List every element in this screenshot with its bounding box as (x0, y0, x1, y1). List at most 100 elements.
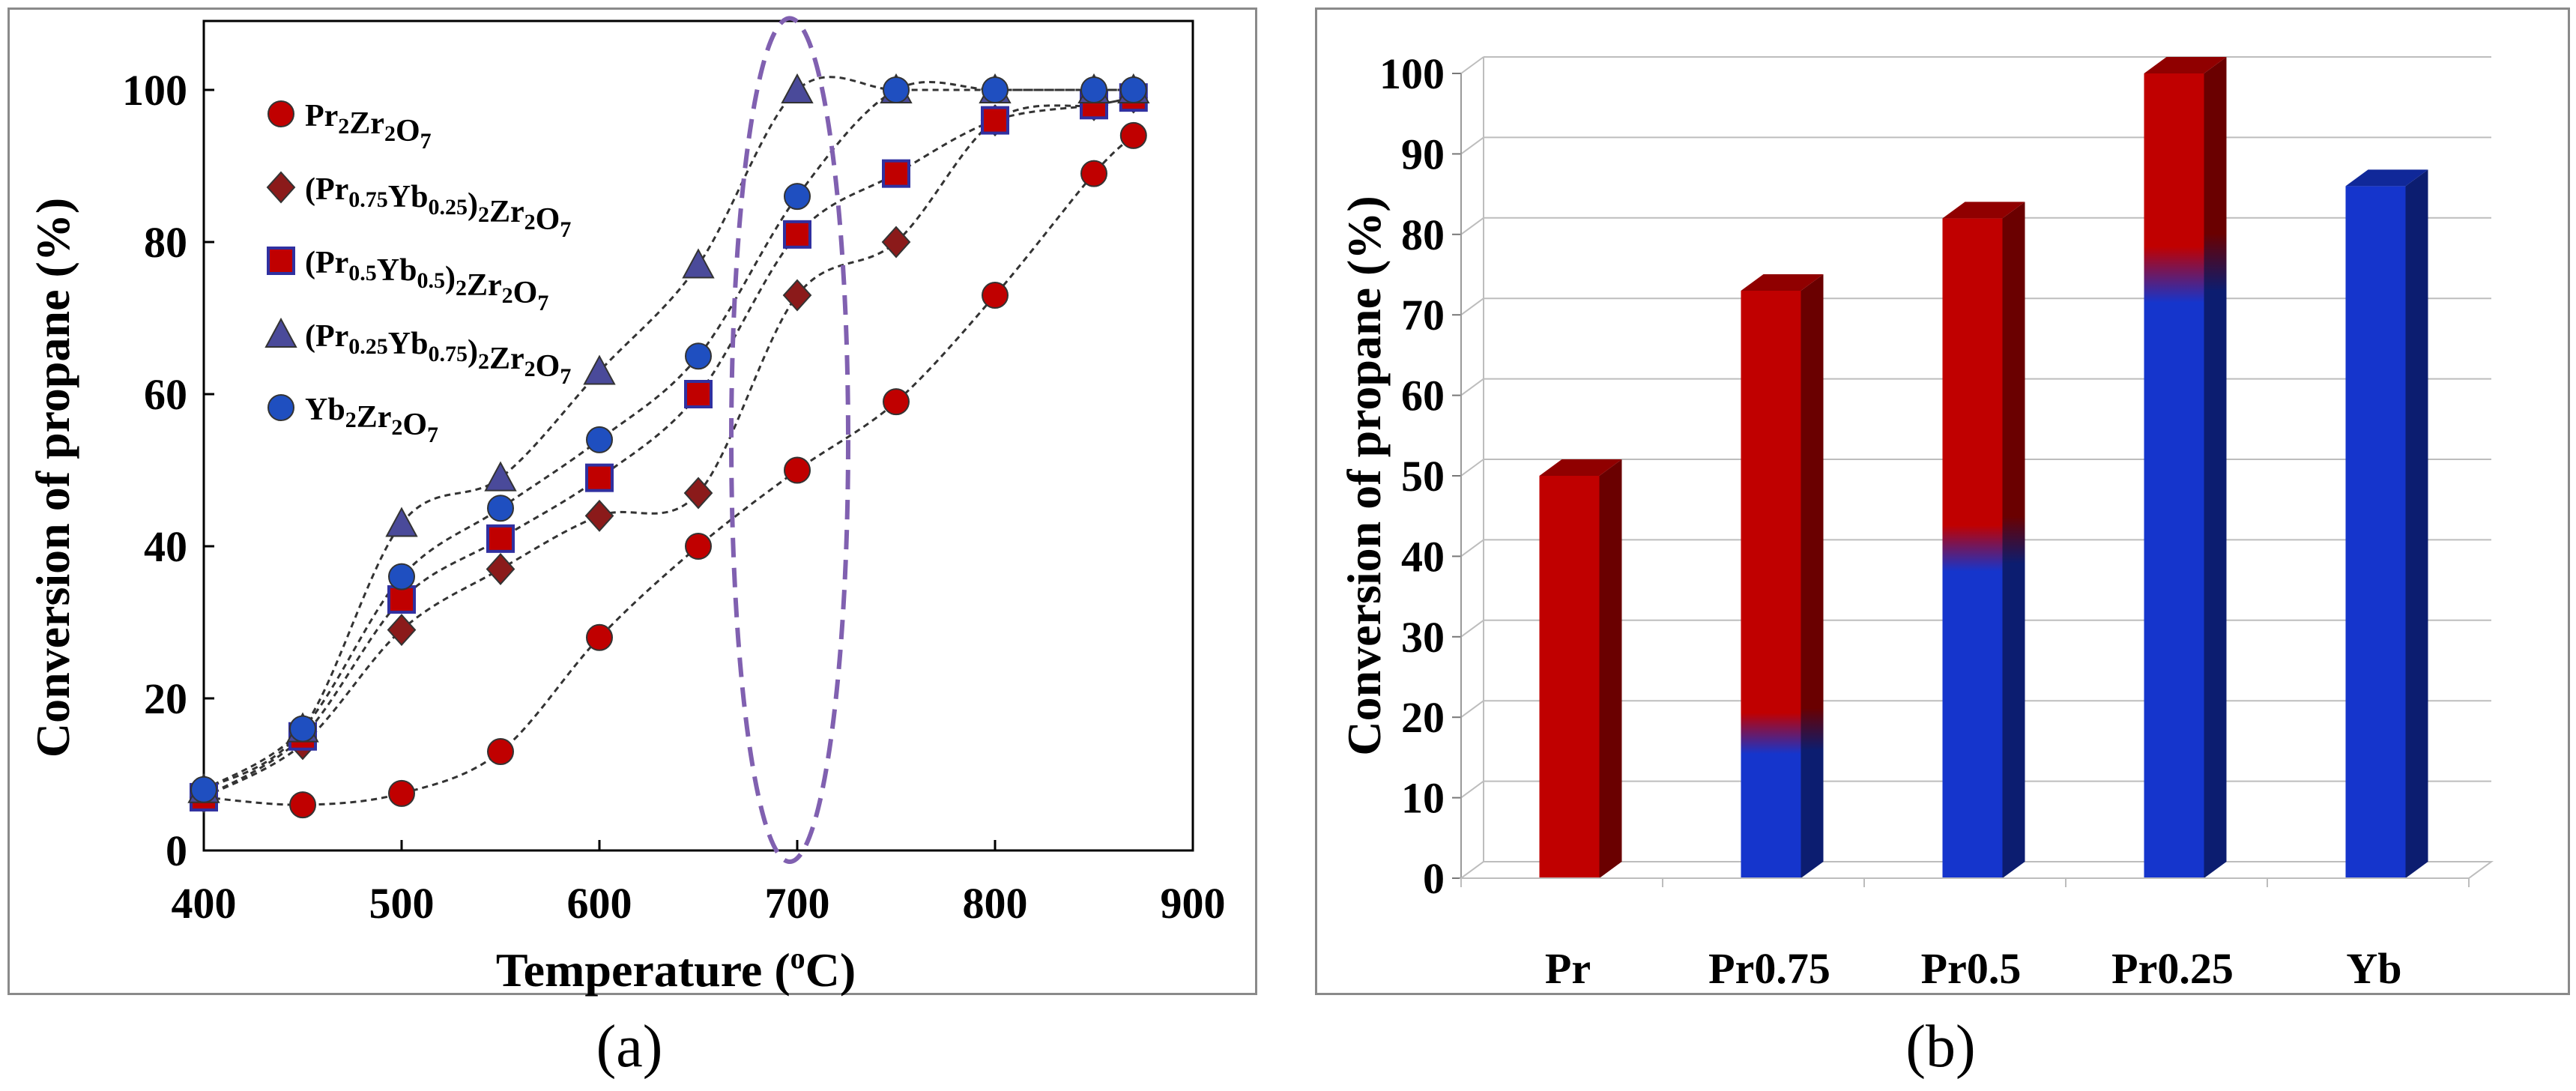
y-tick-label: 100 (1379, 49, 1445, 98)
x-tick-label: Pr (1545, 944, 1591, 993)
y-tick-label: 10 (1401, 774, 1445, 823)
y-tick-label: 100 (122, 66, 187, 115)
gridline-side (1460, 539, 1484, 557)
legend-label: Pr2Zr2O7 (305, 99, 432, 154)
y-tick-label: 30 (1401, 613, 1445, 662)
data-point (584, 499, 614, 532)
data-point (1080, 160, 1107, 187)
y-axis-label: Conversion of propane (%) (1337, 196, 1391, 755)
legend-label: Yb2Zr2O7 (305, 393, 438, 447)
bar-segment (1741, 290, 1801, 879)
data-point (487, 495, 514, 522)
data-point (1080, 76, 1107, 103)
y-tick-label: 50 (1401, 452, 1445, 501)
gridline-side (1460, 619, 1484, 638)
line-chart: 0 20 40 60 80 100 400 500 600 700 800 900 Temperatur… (26, 16, 1226, 997)
x-tick-label: 600 (567, 879, 632, 928)
y-tick-label: 40 (144, 522, 187, 571)
data-point (883, 388, 910, 416)
bar-side (2405, 169, 2428, 879)
data-point (685, 342, 712, 370)
x-tick-label: Yb (2346, 944, 2401, 993)
bar-segment (1539, 476, 1600, 878)
y-tick-label: 90 (1401, 130, 1445, 178)
bar-top (1741, 273, 1824, 291)
legend-label: (Pr0.5Yb0.5)2Zr2O7 (305, 246, 548, 315)
bar-side (1801, 273, 1824, 879)
highlight-ellipse (729, 16, 850, 864)
gridline-side (1460, 378, 1484, 396)
panel-a-frame (7, 7, 1257, 995)
bar-side (1599, 459, 1622, 878)
data-point (781, 73, 814, 103)
data-point (487, 738, 514, 766)
x-tick-label: 900 (1161, 879, 1226, 928)
legend-marker (267, 100, 294, 127)
data-point (289, 715, 316, 743)
data-point (981, 106, 1009, 135)
x-tick-label: Pr0.75 (1708, 944, 1830, 993)
gridline-side (1460, 136, 1484, 155)
data-point (190, 776, 217, 803)
data-point (586, 623, 613, 651)
gridline-side (1460, 700, 1484, 719)
x-tick-label: 500 (369, 879, 435, 928)
y-tick-label: 80 (1401, 211, 1445, 259)
y-tick-label: 0 (1423, 854, 1445, 903)
data-point (1119, 121, 1147, 149)
legend-marker (267, 394, 294, 421)
data-point (982, 282, 1009, 309)
data-point (881, 226, 911, 259)
x-tick-label: Pr0.5 (1921, 944, 2022, 993)
bar-segment (1942, 218, 2003, 878)
y-tick-label: 60 (144, 370, 187, 419)
legend-label: (Pr0.75Yb0.25)2Zr2O7 (305, 172, 571, 242)
caption-b: (b) (1905, 1014, 1976, 1080)
data-point (583, 354, 616, 385)
legend-marker (266, 171, 296, 204)
x-tick-label: Pr0.25 (2111, 944, 2234, 993)
data-point (586, 426, 613, 453)
legend-label: (Pr0.25Yb0.75)2Zr2O7 (305, 319, 571, 389)
data-point (387, 614, 417, 647)
data-point (585, 463, 614, 492)
y-tick-label: 20 (1401, 693, 1445, 742)
y-tick-label: 40 (1401, 532, 1445, 581)
legend-marker (267, 247, 295, 275)
plot-frame (202, 19, 1194, 852)
data-point (982, 76, 1009, 103)
data-point (387, 585, 416, 614)
data-point (683, 477, 713, 510)
y-tick-label: 20 (144, 674, 187, 723)
data-point (682, 248, 715, 279)
data-point (783, 220, 811, 249)
data-point (289, 791, 316, 819)
panel-b-frame (1315, 7, 2570, 995)
data-point (1119, 76, 1147, 103)
bar-top (2345, 169, 2428, 187)
bar-side (2002, 202, 2025, 878)
data-point (882, 159, 910, 188)
y-tick-label: 80 (144, 218, 187, 267)
data-point (486, 552, 515, 585)
panel-b: 0 10 20 30 40 50 60 70 80 90 100 Conversion of prop… (1311, 0, 2576, 997)
series-line (203, 134, 1134, 806)
data-point (388, 779, 415, 807)
legend-marker (264, 317, 297, 348)
gridline-side (1460, 56, 1484, 74)
bar-top (2144, 57, 2227, 73)
data-point (782, 279, 812, 312)
x-tick-label: 800 (963, 879, 1028, 928)
data-point (388, 563, 415, 590)
bar-top (1539, 459, 1622, 476)
y-tick-label: 70 (1401, 291, 1445, 339)
caption-a: (a) (596, 1014, 663, 1080)
data-point (784, 183, 811, 211)
gridline-side (1460, 297, 1484, 316)
y-axis-label: Conversion of propane (%) (26, 198, 79, 758)
data-point (484, 461, 517, 492)
data-point (685, 533, 712, 560)
bar-segment (2345, 186, 2406, 879)
bar-side (2204, 57, 2227, 878)
gridline-side (1460, 217, 1484, 235)
